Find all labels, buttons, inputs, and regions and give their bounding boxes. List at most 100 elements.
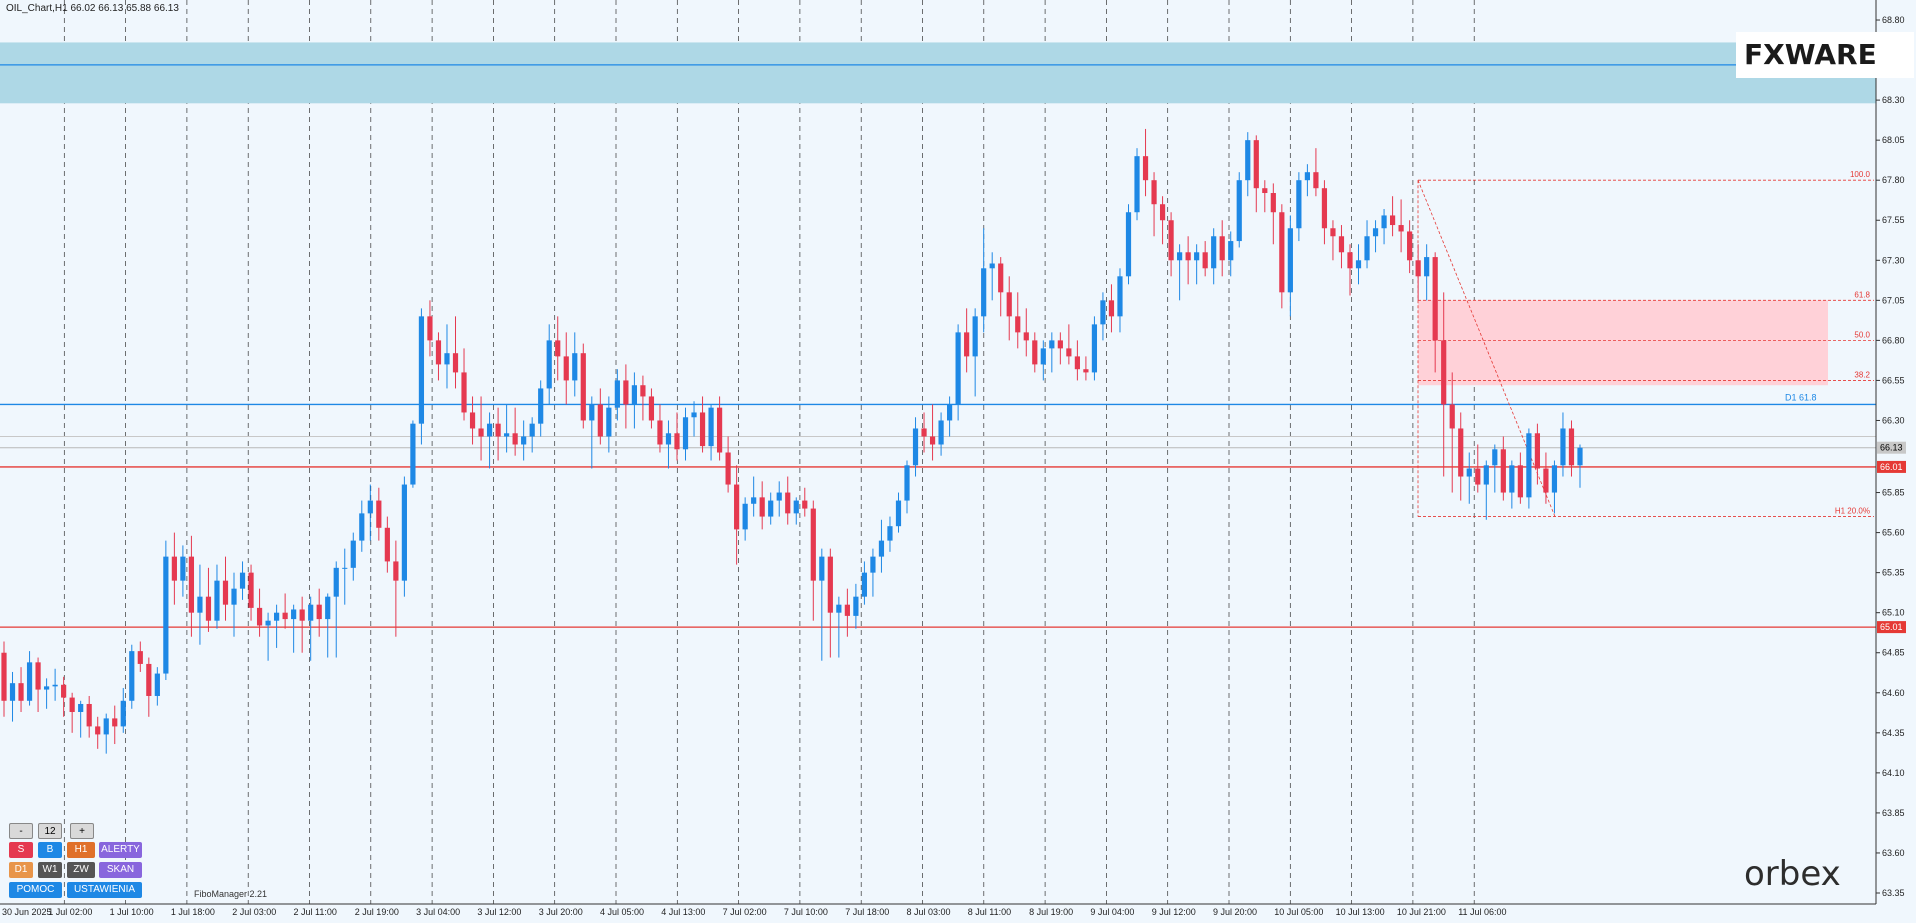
candle-body — [1441, 340, 1447, 405]
candle-body — [282, 612, 288, 620]
candle-body — [1032, 340, 1038, 365]
buy-button[interactable]: B — [38, 842, 62, 858]
candle-body — [870, 556, 876, 573]
price-axis: 68.8068.5568.3068.0567.8067.5567.3067.05… — [1876, 15, 1905, 898]
price-marker-label: 66.01 — [1880, 462, 1903, 472]
time-tick-label: 4 Jul 13:00 — [661, 907, 705, 917]
candle-body — [768, 500, 774, 517]
candle-body — [1083, 369, 1089, 373]
w1-button[interactable]: W1 — [38, 862, 62, 878]
candle-body — [401, 484, 407, 581]
scan-button[interactable]: SKAN — [99, 862, 142, 878]
sell-button[interactable]: S — [9, 842, 33, 858]
candle-body — [1458, 428, 1464, 477]
candle-body — [1134, 156, 1140, 213]
candle-body — [699, 412, 706, 447]
d1-button[interactable]: D1 — [9, 862, 33, 878]
candle-body — [1219, 236, 1225, 261]
time-tick-label: 9 Jul 04:00 — [1090, 907, 1134, 917]
candle-body — [1372, 228, 1379, 237]
candle-body — [912, 428, 919, 466]
candle-body — [316, 604, 322, 620]
candle-body — [18, 683, 24, 701]
candle-body — [1313, 172, 1319, 189]
candle-body — [665, 433, 672, 445]
candle-body — [1253, 140, 1259, 189]
price-tick-label: 64.60 — [1882, 688, 1905, 698]
candle-body — [1185, 252, 1191, 261]
candle-body — [256, 607, 263, 626]
candle-body — [981, 268, 987, 317]
fib-level-label: H1 20.0% — [1835, 507, 1870, 516]
count-display: 12 — [38, 823, 62, 839]
candle-body — [325, 596, 331, 620]
price-tick-label: 68.05 — [1882, 135, 1905, 145]
time-tick-label: 7 Jul 02:00 — [723, 907, 767, 917]
candle-body — [555, 340, 561, 357]
candle-body — [1211, 236, 1217, 269]
increase-button[interactable]: + — [70, 823, 94, 839]
price-tick-label: 67.80 — [1882, 175, 1905, 185]
candle-body — [606, 407, 612, 437]
time-tick-label: 7 Jul 10:00 — [784, 907, 828, 917]
h1-button[interactable]: H1 — [67, 842, 95, 858]
candle-body — [1091, 324, 1098, 373]
candle-body — [1015, 316, 1021, 333]
current-price-marker — [1877, 441, 1906, 454]
candle-body — [1202, 252, 1208, 269]
candle-body — [1023, 332, 1029, 341]
price-tick-label: 64.85 — [1882, 648, 1905, 658]
settings-button[interactable]: USTAWIENIA — [67, 882, 142, 898]
candle-body — [589, 404, 595, 421]
candle-body — [435, 340, 442, 365]
candle-body — [43, 686, 50, 690]
candle-body — [1142, 156, 1149, 181]
candle-body — [1355, 260, 1362, 269]
candle-body — [1194, 252, 1200, 261]
candle-body — [26, 662, 33, 701]
candle-body — [1049, 340, 1055, 349]
time-tick-label: 1 Jul 02:00 — [48, 907, 92, 917]
decrease-button[interactable]: - — [9, 823, 33, 839]
candle-body — [308, 604, 314, 621]
candle-body — [299, 609, 305, 621]
time-tick-label: 11 Jul 06:00 — [1458, 907, 1506, 917]
candle-body — [129, 651, 135, 701]
candle-body — [640, 385, 646, 397]
price-tick-label: 65.60 — [1882, 528, 1905, 538]
candle-body — [759, 497, 765, 517]
candle-body — [342, 567, 348, 569]
candle-body — [1040, 348, 1046, 365]
price-tick-label: 67.30 — [1882, 255, 1905, 265]
candle-body — [989, 263, 995, 269]
zones — [0, 42, 1876, 386]
zw-button[interactable]: ZW — [67, 862, 95, 878]
candle-body — [197, 596, 203, 613]
resistance-zone — [0, 42, 1876, 104]
alerts-button[interactable]: ALERTY — [99, 842, 142, 858]
help-button[interactable]: POMOC — [9, 882, 62, 898]
candle-body — [1125, 212, 1132, 277]
candle-body — [504, 433, 510, 437]
candle-body — [1415, 260, 1421, 277]
candle-body — [1449, 404, 1455, 429]
candle-body — [427, 316, 433, 341]
fib-level-label: 61.8 — [1854, 290, 1870, 299]
candle-body — [1483, 465, 1489, 485]
candle-body — [708, 407, 714, 447]
time-tick-label: 3 Jul 04:00 — [416, 907, 460, 917]
candle-body — [691, 412, 697, 418]
candle-body — [742, 503, 748, 530]
candle-body — [393, 561, 399, 581]
candle-body — [1006, 292, 1012, 317]
time-tick-label: 3 Jul 12:00 — [477, 907, 521, 917]
candle-body — [231, 588, 237, 605]
candle-body — [1526, 433, 1532, 498]
candle-body — [1577, 447, 1583, 466]
candle-body — [1245, 140, 1251, 181]
candle-body — [222, 580, 229, 605]
candle-body — [137, 651, 143, 664]
candle-body — [597, 404, 603, 437]
fib-level-label: 100.0 — [1850, 170, 1871, 179]
